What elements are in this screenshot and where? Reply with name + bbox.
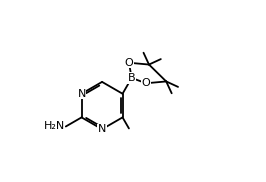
Text: N: N [98,124,106,134]
Text: B: B [128,73,135,83]
Text: H₂N: H₂N [44,122,65,131]
Text: O: O [142,78,151,88]
Text: O: O [124,58,133,68]
Text: N: N [77,89,86,99]
